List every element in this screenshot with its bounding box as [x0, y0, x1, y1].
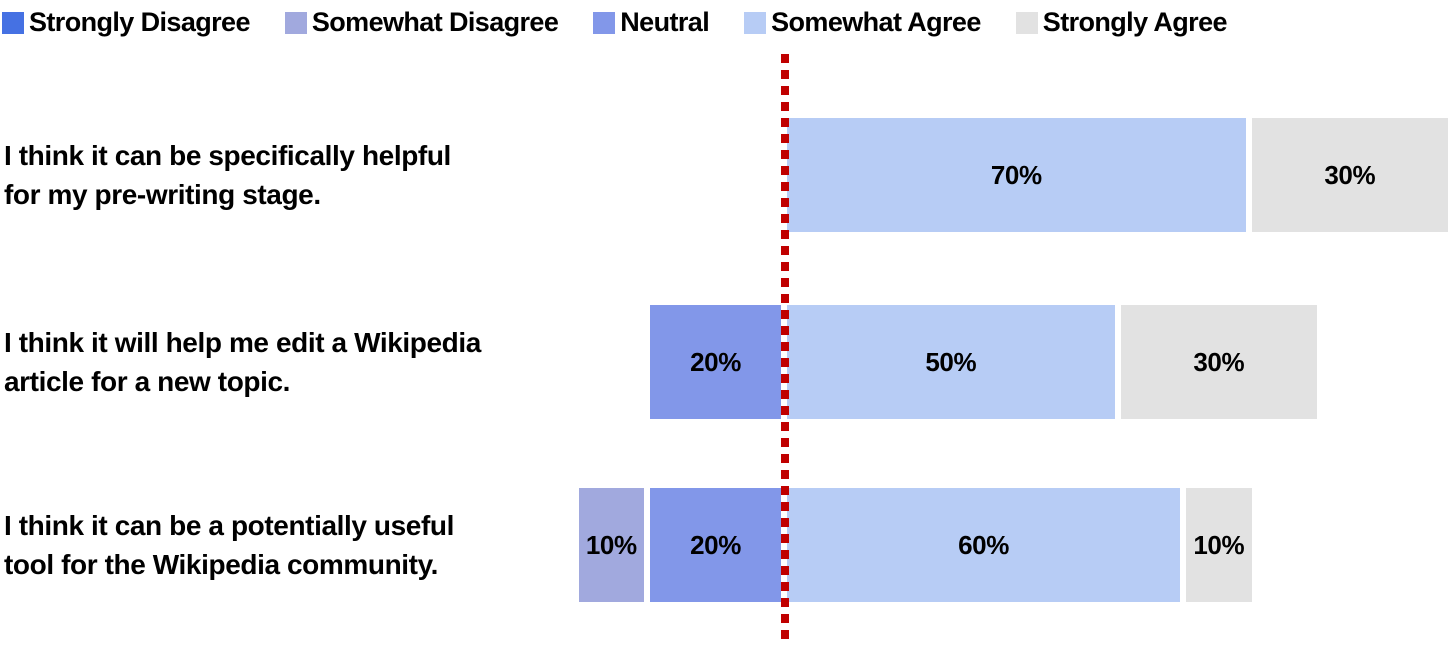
legend-swatch-strongly-disagree [2, 11, 24, 34]
legend-item-somewhat-agree: Somewhat Agree [744, 7, 981, 38]
survey-row: I think it can be a potentially useful to… [0, 488, 1450, 602]
legend-swatch-strongly-agree [1015, 11, 1038, 34]
segment-value-label: 20% [690, 346, 741, 377]
row-label-line: I think it can be specifically helpful [4, 139, 451, 171]
segment-value-label: 30% [1324, 159, 1376, 190]
legend-item-strongly-disagree: Strongly Disagree [2, 7, 250, 38]
row-label-line: I think it can be a potentially useful [4, 509, 454, 541]
row-label: I think it can be specifically helpful fo… [4, 118, 451, 232]
row-label-line: I think it will help me edit a Wikipedia [4, 326, 481, 358]
row-label: I think it will help me edit a Wikipedia… [4, 305, 481, 419]
bar-segment-neutral: 20% [650, 305, 781, 419]
legend-label: Strongly Agree [1042, 7, 1228, 37]
segment-value-label: 10% [585, 529, 637, 560]
legend-swatch-somewhat-agree [744, 11, 767, 34]
bar-segment-somewhat-agree: 50% [787, 305, 1115, 419]
legend-item-neutral: Neutral [593, 7, 710, 38]
legend-label: Strongly Disagree [29, 7, 250, 37]
legend-label: Somewhat Agree [771, 7, 981, 37]
legend-swatch-somewhat-disagree [284, 11, 307, 34]
bar-segment-somewhat-agree: 70% [787, 118, 1246, 232]
bar-segment-neutral: 20% [650, 488, 781, 602]
segment-value-label: 60% [958, 529, 1009, 560]
bar-segment-somewhat-disagree: 10% [578, 488, 644, 602]
bar-segment-somewhat-agree: 60% [787, 488, 1180, 602]
legend-item-somewhat-disagree: Somewhat Disagree [284, 7, 559, 38]
bar-segment-strongly-agree: 30% [1120, 305, 1317, 419]
center-divider-dotted-line [781, 54, 789, 645]
survey-row: I think it can be specifically helpful fo… [0, 118, 1450, 232]
legend-swatch-neutral [593, 11, 616, 34]
row-label-line: tool for the Wikipedia community. [4, 549, 439, 580]
legend-label: Neutral [620, 7, 710, 37]
bar-segment-strongly-agree: 10% [1186, 488, 1252, 602]
segment-value-label: 20% [690, 529, 741, 560]
segment-value-label: 50% [925, 346, 977, 377]
row-label-line: for my pre-writing stage. [4, 179, 321, 210]
segment-value-label: 70% [990, 159, 1042, 190]
survey-row: I think it will help me edit a Wikipedia… [0, 305, 1450, 419]
segment-value-label: 30% [1193, 346, 1245, 377]
bar-segment-strongly-agree: 30% [1251, 118, 1448, 232]
legend-label: Somewhat Disagree [311, 7, 559, 37]
row-label: I think it can be a potentially useful to… [4, 488, 454, 602]
row-label-line: article for a new topic. [4, 366, 291, 397]
segment-value-label: 10% [1193, 529, 1245, 560]
legend-item-strongly-agree: Strongly Agree [1015, 7, 1228, 38]
legend: Strongly Disagree Somewhat Disagree Neutra… [2, 7, 1228, 38]
